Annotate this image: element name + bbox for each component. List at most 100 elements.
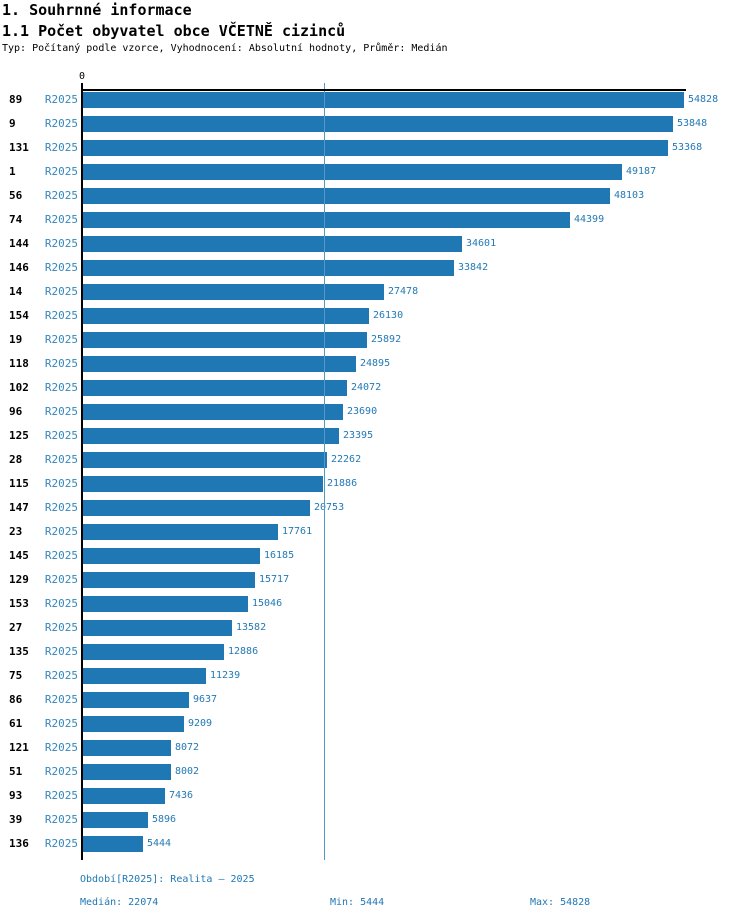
category-label: 135 (9, 645, 29, 658)
bar-row: 121 R2025 8072 (0, 736, 750, 760)
value-label: 27478 (388, 286, 419, 297)
bar (83, 164, 622, 180)
category-label: 146 (9, 261, 29, 274)
bar (83, 572, 255, 588)
category-label: 102 (9, 381, 29, 394)
series-label: R2025 (44, 765, 78, 778)
bar (83, 236, 462, 252)
category-label: 129 (9, 573, 29, 586)
bar-row: 146 R2025 33842 (0, 256, 750, 280)
x-axis-line (81, 89, 686, 91)
bar (83, 212, 570, 228)
series-label: R2025 (44, 645, 78, 658)
series-label: R2025 (44, 237, 78, 250)
series-label: R2025 (44, 741, 78, 754)
category-label: 9 (9, 117, 16, 130)
category-label: 93 (9, 789, 23, 802)
bar (83, 452, 327, 468)
series-label: R2025 (44, 789, 78, 802)
series-label: R2025 (44, 453, 78, 466)
category-label: 125 (9, 429, 29, 442)
bar-row: 74 R2025 44399 (0, 208, 750, 232)
bar (83, 812, 148, 828)
x-axis-zero-tick-label: 0 (78, 71, 86, 82)
series-label: R2025 (44, 141, 78, 154)
median-line (324, 83, 325, 860)
value-label: 54828 (688, 94, 719, 105)
bar (83, 332, 367, 348)
series-label: R2025 (44, 165, 78, 178)
value-label: 49187 (626, 166, 657, 177)
value-label: 24072 (351, 382, 382, 393)
chart-subtitle: Typ: Počítaný podle vzorce, Vyhodnocení:… (2, 43, 448, 54)
value-label: 9637 (193, 694, 218, 705)
footer-max: Max: 54828 (530, 897, 591, 908)
bar (83, 500, 310, 516)
value-label: 16185 (264, 550, 295, 561)
section-title: 1. Souhrnné informace (2, 1, 192, 19)
bar-row: 129 R2025 15717 (0, 568, 750, 592)
series-label: R2025 (44, 621, 78, 634)
bar-row: 89 R2025 54828 (0, 88, 750, 112)
category-label: 1 (9, 165, 16, 178)
bar-row: 75 R2025 11239 (0, 664, 750, 688)
bar-row: 125 R2025 23395 (0, 424, 750, 448)
y-axis-line (81, 83, 83, 860)
series-label: R2025 (44, 429, 78, 442)
bar (83, 428, 339, 444)
bar-row: 145 R2025 16185 (0, 544, 750, 568)
value-label: 7436 (169, 790, 194, 801)
category-label: 145 (9, 549, 29, 562)
category-label: 144 (9, 237, 29, 250)
bar (83, 548, 260, 564)
category-label: 23 (9, 525, 23, 538)
bar (83, 644, 224, 660)
bar-row: 86 R2025 9637 (0, 688, 750, 712)
category-label: 121 (9, 741, 29, 754)
series-label: R2025 (44, 405, 78, 418)
bar (83, 356, 356, 372)
bar (83, 740, 171, 756)
series-label: R2025 (44, 837, 78, 850)
footer-median: Medián: 22074 (80, 897, 159, 908)
bar-row: 19 R2025 25892 (0, 328, 750, 352)
bar-row: 9 R2025 53848 (0, 112, 750, 136)
category-label: 118 (9, 357, 29, 370)
chart-title: 1.1 Počet obyvatel obce VČETNĚ cizinců (2, 22, 346, 40)
series-label: R2025 (44, 309, 78, 322)
bar (83, 476, 323, 492)
category-label: 19 (9, 333, 23, 346)
category-label: 131 (9, 141, 29, 154)
bar (83, 284, 384, 300)
value-label: 17761 (282, 526, 313, 537)
bar (83, 260, 454, 276)
category-label: 74 (9, 213, 23, 226)
series-label: R2025 (44, 93, 78, 106)
value-label: 13582 (236, 622, 267, 633)
bar (83, 188, 610, 204)
value-label: 20753 (314, 502, 345, 513)
value-label: 5444 (147, 838, 172, 849)
bar (83, 524, 278, 540)
value-label: 53368 (672, 142, 703, 153)
bar-row: 154 R2025 26130 (0, 304, 750, 328)
bar (83, 788, 165, 804)
series-label: R2025 (44, 573, 78, 586)
value-label: 23395 (343, 430, 374, 441)
series-label: R2025 (44, 333, 78, 346)
bar-row: 1 R2025 49187 (0, 160, 750, 184)
series-label: R2025 (44, 117, 78, 130)
value-label: 23690 (347, 406, 378, 417)
bar (83, 716, 184, 732)
bar (83, 308, 369, 324)
value-label: 15717 (259, 574, 290, 585)
bar-row: 56 R2025 48103 (0, 184, 750, 208)
bar (83, 764, 171, 780)
bar-row: 153 R2025 15046 (0, 592, 750, 616)
bar (83, 380, 347, 396)
value-label: 33842 (458, 262, 489, 273)
bar (83, 92, 684, 108)
series-label: R2025 (44, 357, 78, 370)
